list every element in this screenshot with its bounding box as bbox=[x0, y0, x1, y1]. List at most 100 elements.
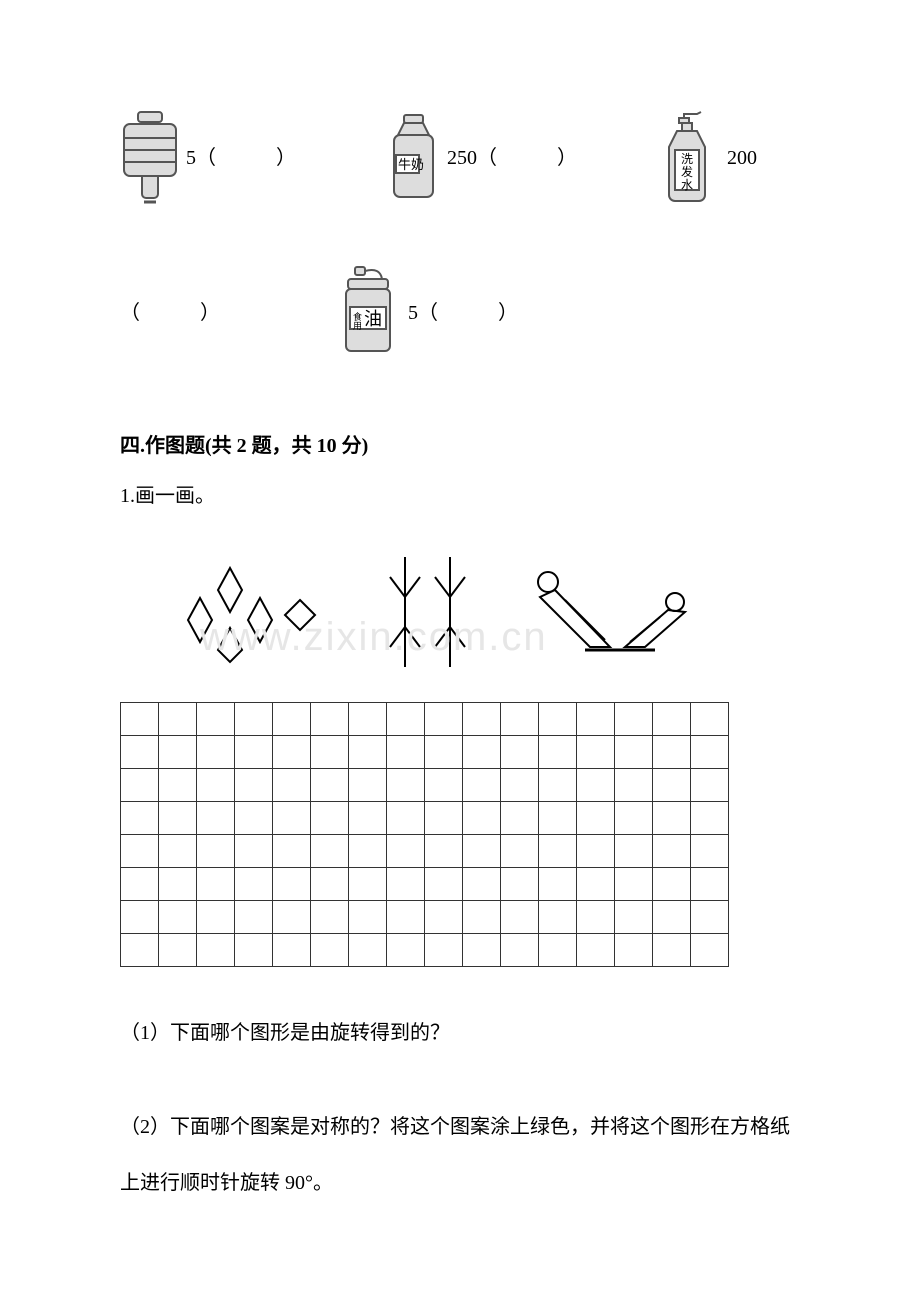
items-row-1: 5 （ ） 牛奶 250 （ ） bbox=[120, 110, 800, 205]
grid-cell bbox=[121, 802, 159, 835]
leaf-shape-icon bbox=[530, 562, 700, 672]
grid-cell bbox=[501, 901, 539, 934]
milk-label-text: 牛奶 bbox=[398, 157, 424, 172]
svg-text:发: 发 bbox=[681, 164, 693, 179]
grid-cell bbox=[577, 703, 615, 736]
grid-cell bbox=[425, 835, 463, 868]
grid-cell bbox=[615, 835, 653, 868]
grid-cell bbox=[197, 868, 235, 901]
shapes-row bbox=[180, 552, 800, 682]
shampoo-icon: 洗 发 水 bbox=[657, 110, 717, 205]
grid-cell bbox=[349, 769, 387, 802]
grid-cell bbox=[425, 769, 463, 802]
grid-cell bbox=[349, 835, 387, 868]
grid-cell bbox=[349, 736, 387, 769]
grid-cell bbox=[539, 868, 577, 901]
grid-cell bbox=[159, 736, 197, 769]
svg-text:水: 水 bbox=[681, 178, 693, 192]
grid-cell bbox=[691, 934, 729, 967]
question-1: 1.画一画。 bbox=[120, 480, 800, 512]
grid-cell bbox=[121, 868, 159, 901]
grid-cell bbox=[197, 802, 235, 835]
grid-cell bbox=[425, 868, 463, 901]
grid-cell bbox=[273, 769, 311, 802]
water-jug-blank: （ ） bbox=[196, 142, 296, 174]
grid-cell bbox=[311, 703, 349, 736]
left-blank: （ ） bbox=[120, 297, 220, 329]
section-4-header: 四.作图题(共 2 题，共 10 分) bbox=[120, 430, 800, 462]
grid-cell bbox=[463, 835, 501, 868]
grid-cell bbox=[311, 769, 349, 802]
svg-text:用: 用 bbox=[353, 321, 362, 331]
grid-cell bbox=[387, 736, 425, 769]
grid-cell bbox=[121, 736, 159, 769]
grid-cell bbox=[235, 802, 273, 835]
grid-cell bbox=[235, 703, 273, 736]
grid-cell bbox=[425, 901, 463, 934]
grid-table bbox=[120, 702, 729, 967]
items-row-2: （ ） 食 用 油 5 （ ） bbox=[120, 265, 800, 360]
diamonds-shape-icon bbox=[180, 560, 330, 675]
grid-cell bbox=[311, 835, 349, 868]
grid-cell bbox=[273, 736, 311, 769]
grid-cell bbox=[121, 901, 159, 934]
grid-cell bbox=[349, 802, 387, 835]
grid-cell bbox=[121, 835, 159, 868]
grid-cell bbox=[425, 802, 463, 835]
grid-cell bbox=[311, 802, 349, 835]
grid-cell bbox=[691, 769, 729, 802]
grid-cell bbox=[463, 934, 501, 967]
sub-question-2: （2）下面哪个图案是对称的？将这个图案涂上绿色，并将这个图形在方格纸上进行顺时针… bbox=[120, 1099, 800, 1211]
grid-cell bbox=[653, 703, 691, 736]
grid-cell bbox=[691, 868, 729, 901]
grid-cell bbox=[615, 736, 653, 769]
oil-value: 5 bbox=[408, 297, 418, 329]
grid-cell bbox=[121, 703, 159, 736]
grid-cell bbox=[539, 835, 577, 868]
grid-cell bbox=[387, 934, 425, 967]
grid-cell bbox=[387, 868, 425, 901]
grid-cell bbox=[653, 835, 691, 868]
grid-cell bbox=[387, 901, 425, 934]
grid-cell bbox=[463, 868, 501, 901]
grid-cell bbox=[615, 901, 653, 934]
grid-cell bbox=[235, 769, 273, 802]
grid-cell bbox=[387, 835, 425, 868]
oil-icon: 食 用 油 bbox=[340, 265, 400, 360]
milk-group: 牛奶 250 （ ） bbox=[386, 113, 577, 203]
svg-text:洗: 洗 bbox=[681, 152, 693, 166]
grid-cell bbox=[197, 934, 235, 967]
grid-cell bbox=[691, 835, 729, 868]
grid-cell bbox=[539, 901, 577, 934]
grid-cell bbox=[121, 769, 159, 802]
grid-cell bbox=[159, 868, 197, 901]
grid-cell bbox=[425, 703, 463, 736]
water-jug-value: 5 bbox=[186, 142, 196, 174]
grid-cell bbox=[615, 769, 653, 802]
grid-cell bbox=[653, 901, 691, 934]
grid-cell bbox=[577, 934, 615, 967]
grid-cell bbox=[235, 901, 273, 934]
grid-cell bbox=[197, 835, 235, 868]
grid-cell bbox=[501, 703, 539, 736]
milk-icon: 牛奶 bbox=[386, 113, 441, 203]
grid-cell bbox=[577, 835, 615, 868]
grid-cell bbox=[387, 703, 425, 736]
grid-cell bbox=[273, 901, 311, 934]
grid-cell bbox=[653, 736, 691, 769]
grid-cell bbox=[235, 835, 273, 868]
grid-cell bbox=[121, 934, 159, 967]
grid-cell bbox=[425, 934, 463, 967]
grid-cell bbox=[463, 901, 501, 934]
sub-question-1: （1）下面哪个图形是由旋转得到的？ bbox=[120, 1017, 800, 1049]
grid-cell bbox=[235, 934, 273, 967]
oil-blank: （ ） bbox=[418, 297, 518, 329]
grid-cell bbox=[501, 769, 539, 802]
grid-cell bbox=[273, 868, 311, 901]
grid-cell bbox=[311, 934, 349, 967]
grid-cell bbox=[539, 769, 577, 802]
grid-cell bbox=[615, 802, 653, 835]
grid-area bbox=[120, 702, 800, 967]
grid-cell bbox=[501, 868, 539, 901]
grid-cell bbox=[235, 736, 273, 769]
